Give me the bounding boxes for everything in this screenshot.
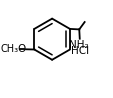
Text: O: O — [17, 44, 25, 54]
Text: CH₃: CH₃ — [0, 44, 18, 54]
Text: HCl: HCl — [71, 46, 88, 56]
Text: NH₂: NH₂ — [69, 40, 88, 50]
